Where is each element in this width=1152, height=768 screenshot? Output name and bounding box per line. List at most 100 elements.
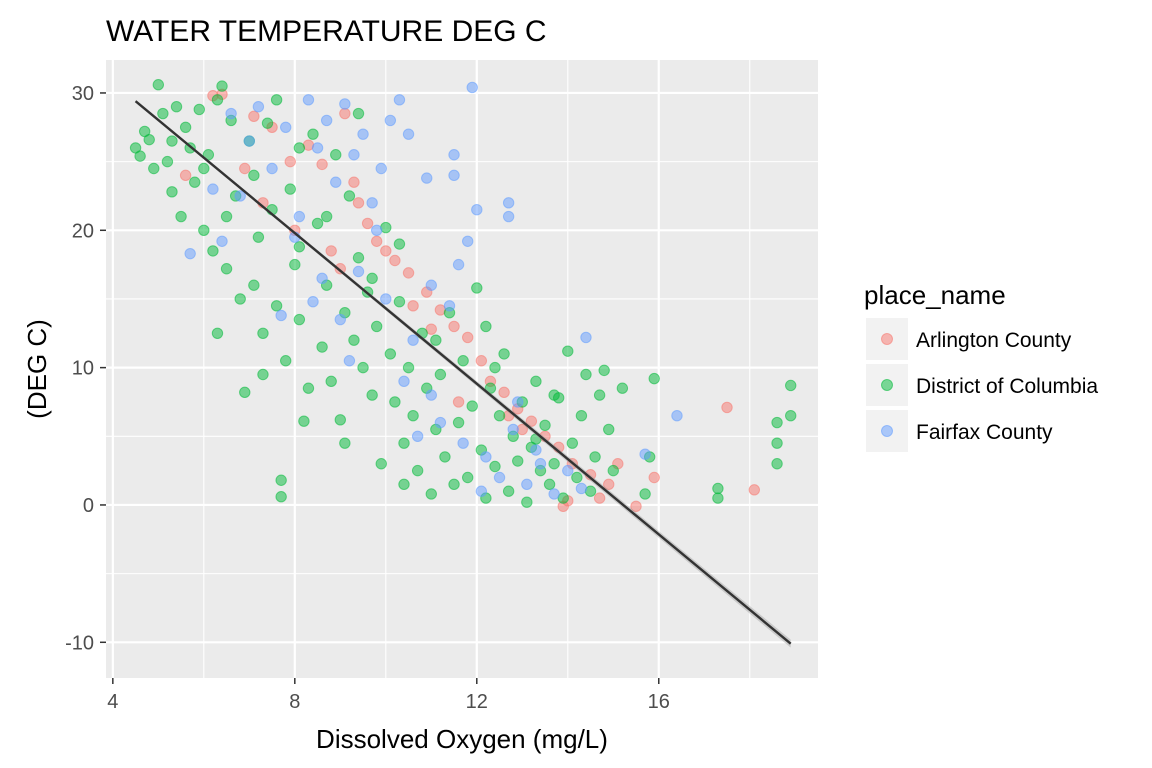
data-point xyxy=(189,176,201,188)
plot-panel xyxy=(106,60,818,678)
y-tick-label: -10 xyxy=(65,632,94,654)
data-point xyxy=(457,437,469,449)
data-point xyxy=(243,135,256,147)
data-point xyxy=(334,313,347,326)
data-point xyxy=(198,162,210,175)
legend-item: Arlington County xyxy=(866,318,1072,360)
data-point xyxy=(507,423,519,436)
data-point xyxy=(302,382,315,394)
data-point xyxy=(461,471,474,484)
data-point xyxy=(448,149,460,161)
data-point xyxy=(234,293,246,305)
data-point xyxy=(375,458,387,470)
data-point xyxy=(239,162,251,175)
data-point xyxy=(639,448,651,460)
data-point xyxy=(220,210,233,223)
y-axis-title: (DEG C) xyxy=(22,319,52,419)
data-point xyxy=(448,320,460,333)
data-point xyxy=(475,485,488,497)
data-point xyxy=(357,128,369,140)
data-point xyxy=(175,210,187,223)
data-point xyxy=(571,471,583,484)
data-point xyxy=(398,478,410,491)
data-point xyxy=(248,110,260,123)
data-point xyxy=(339,437,351,449)
data-point xyxy=(316,158,328,171)
data-point xyxy=(357,361,369,374)
x-tick-label: 4 xyxy=(107,691,118,713)
data-point xyxy=(466,400,478,412)
data-point xyxy=(502,210,515,223)
data-point xyxy=(580,331,592,344)
data-point xyxy=(489,361,501,374)
data-point xyxy=(207,245,219,257)
data-point xyxy=(366,197,378,209)
data-point xyxy=(361,217,374,230)
data-point xyxy=(170,100,183,113)
data-point xyxy=(339,107,351,120)
data-point xyxy=(434,368,447,381)
data-point xyxy=(575,409,588,422)
data-point xyxy=(721,401,733,414)
data-point xyxy=(607,464,619,477)
data-point xyxy=(370,224,383,236)
data-point xyxy=(457,355,469,367)
data-point xyxy=(179,121,192,133)
data-point xyxy=(270,94,283,106)
data-point xyxy=(143,133,155,146)
data-point xyxy=(261,117,274,129)
data-point xyxy=(257,327,269,339)
data-point xyxy=(239,386,251,399)
data-point xyxy=(266,162,278,175)
data-point xyxy=(366,272,378,285)
data-point xyxy=(593,389,606,401)
data-point xyxy=(284,183,296,195)
data-point xyxy=(152,79,165,91)
data-point xyxy=(748,484,761,496)
data-point xyxy=(316,272,328,285)
data-point xyxy=(184,247,196,260)
data-point xyxy=(389,254,401,267)
data-point xyxy=(179,169,192,182)
data-point xyxy=(402,267,415,279)
data-point xyxy=(489,460,501,473)
data-point xyxy=(161,155,174,168)
data-point xyxy=(298,415,310,427)
data-point xyxy=(211,94,224,106)
data-point xyxy=(270,300,283,312)
data-point xyxy=(484,382,497,394)
legend-label: District of Columbia xyxy=(916,375,1098,398)
data-point xyxy=(593,492,606,504)
data-point xyxy=(525,415,538,427)
data-point xyxy=(393,238,406,250)
data-point xyxy=(248,279,260,291)
data-point xyxy=(771,458,783,470)
legend-symbol xyxy=(881,379,893,391)
data-point xyxy=(289,258,301,271)
data-point xyxy=(352,252,365,264)
data-point xyxy=(712,482,724,495)
data-point xyxy=(493,409,506,422)
data-point xyxy=(502,197,515,209)
data-point xyxy=(193,103,205,116)
data-point xyxy=(293,241,306,253)
data-point xyxy=(352,265,365,278)
data-point xyxy=(439,451,451,463)
data-point xyxy=(275,309,287,322)
data-point xyxy=(216,80,228,92)
data-point xyxy=(530,375,542,388)
x-tick-label: 12 xyxy=(466,691,488,713)
data-point xyxy=(320,114,333,127)
data-point xyxy=(311,217,324,230)
data-point xyxy=(598,364,610,377)
data-point xyxy=(216,235,228,247)
y-tick-label: 10 xyxy=(72,358,94,380)
data-point xyxy=(166,135,178,147)
data-point xyxy=(771,437,783,449)
data-point xyxy=(425,279,437,291)
data-point xyxy=(293,142,306,154)
data-point xyxy=(452,416,465,429)
data-point xyxy=(207,183,219,195)
data-point xyxy=(284,155,296,168)
x-tick-label: 8 xyxy=(289,691,300,713)
